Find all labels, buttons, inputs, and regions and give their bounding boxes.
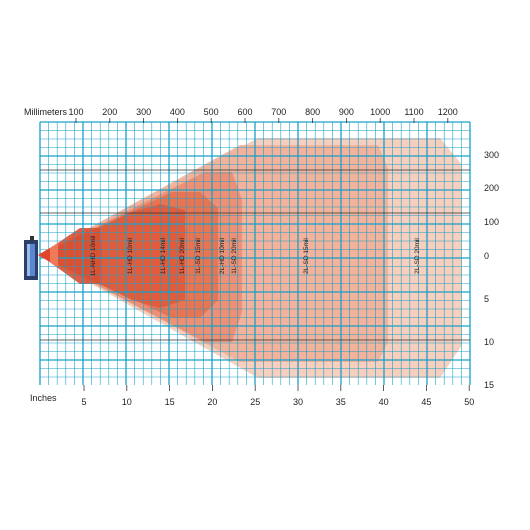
zone-label: 1L-SD 15mil xyxy=(195,238,202,274)
right-inch-tick-label: 15 xyxy=(484,380,494,390)
top-millimeter-tick-labels: 100 200 300 400 500 600 700 800 900 1000 1100 1200 xyxy=(68,107,458,123)
mm-tick-label: 600 xyxy=(237,107,252,117)
inch-tick-label: 10 xyxy=(122,397,132,407)
zone-label: 1L-HD 10mil xyxy=(127,237,134,274)
scanner-icon xyxy=(24,236,58,280)
right-millimeter-tick-labels: 300 200 100 0 xyxy=(484,150,499,261)
mm-tick-label: 300 xyxy=(136,107,151,117)
inch-tick-label: 20 xyxy=(207,397,217,407)
inch-tick-label: 40 xyxy=(379,397,389,407)
inch-tick-label: 5 xyxy=(81,397,86,407)
zone-label: 1L-HD 14mil xyxy=(160,237,167,274)
right-mm-tick-label: 200 xyxy=(484,183,499,193)
inch-tick-label: 15 xyxy=(165,397,175,407)
mm-tick-label: 900 xyxy=(339,107,354,117)
right-inch-tick-label: 10 xyxy=(484,337,494,347)
mm-tick-label: 800 xyxy=(305,107,320,117)
mm-tick-label: 1200 xyxy=(438,107,458,117)
right-mm-tick-label: 0 xyxy=(484,251,489,261)
bottom-inch-tick-labels: 5 10 15 20 25 30 35 40 45 50 xyxy=(81,385,474,407)
mm-tick-label: 100 xyxy=(68,107,83,117)
zone-labels: 1L-NHD 10mil 1L-HD 10mil 1L-HD 14mil 1L-HD … xyxy=(90,235,421,276)
mm-tick-label: 1000 xyxy=(370,107,390,117)
inch-tick-label: 35 xyxy=(336,397,346,407)
inch-tick-label: 25 xyxy=(250,397,260,407)
mm-tick-label: 500 xyxy=(204,107,219,117)
zone-label: 1L-NHD 10mil xyxy=(90,235,97,276)
zone-label: 2L-HD 10mil xyxy=(219,237,226,274)
zone-label: 2L-SD 20mil xyxy=(414,238,421,274)
inch-tick-label: 45 xyxy=(421,397,431,407)
inch-tick-label: 30 xyxy=(293,397,303,407)
right-mm-tick-label: 100 xyxy=(484,217,499,227)
mm-tick-label: 400 xyxy=(170,107,185,117)
zone-label: 1L-SD 20mil xyxy=(231,238,238,274)
mm-tick-label: 200 xyxy=(102,107,117,117)
zone-label: 1L-HD 20mil xyxy=(179,237,186,274)
grid xyxy=(39,121,471,385)
right-mm-tick-label: 300 xyxy=(484,150,499,160)
millimeters-axis-title: Millimeters xyxy=(24,107,68,117)
right-inch-tick-label: 5 xyxy=(484,294,489,304)
mm-tick-label: 1100 xyxy=(404,107,423,117)
inches-axis-title: Inches xyxy=(30,393,57,403)
zone-label: 2L-SD 15mil xyxy=(303,238,310,274)
mm-tick-label: 700 xyxy=(271,107,286,117)
inch-tick-label: 50 xyxy=(464,397,474,407)
zone-1l-hd-14mil xyxy=(40,204,185,308)
zone-1l-nhd-10mil xyxy=(40,228,102,284)
right-inch-tick-labels: 5 10 15 xyxy=(484,294,494,390)
